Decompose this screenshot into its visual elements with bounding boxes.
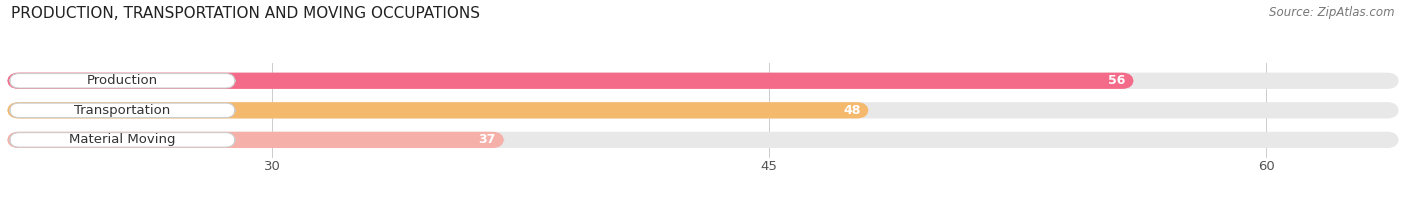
Text: PRODUCTION, TRANSPORTATION AND MOVING OCCUPATIONS: PRODUCTION, TRANSPORTATION AND MOVING OC… (11, 6, 481, 21)
FancyBboxPatch shape (10, 73, 235, 88)
FancyBboxPatch shape (10, 103, 235, 118)
FancyBboxPatch shape (7, 73, 1133, 89)
FancyBboxPatch shape (7, 102, 869, 118)
Text: Material Moving: Material Moving (69, 133, 176, 146)
Text: Transportation: Transportation (75, 104, 170, 117)
Text: 48: 48 (844, 104, 860, 117)
Text: Production: Production (87, 74, 157, 87)
FancyBboxPatch shape (7, 132, 1399, 148)
Text: 56: 56 (1108, 74, 1126, 87)
FancyBboxPatch shape (7, 73, 1399, 89)
FancyBboxPatch shape (7, 132, 505, 148)
Text: Source: ZipAtlas.com: Source: ZipAtlas.com (1270, 6, 1395, 19)
FancyBboxPatch shape (10, 133, 235, 147)
FancyBboxPatch shape (7, 102, 1399, 118)
Text: 37: 37 (478, 133, 496, 146)
